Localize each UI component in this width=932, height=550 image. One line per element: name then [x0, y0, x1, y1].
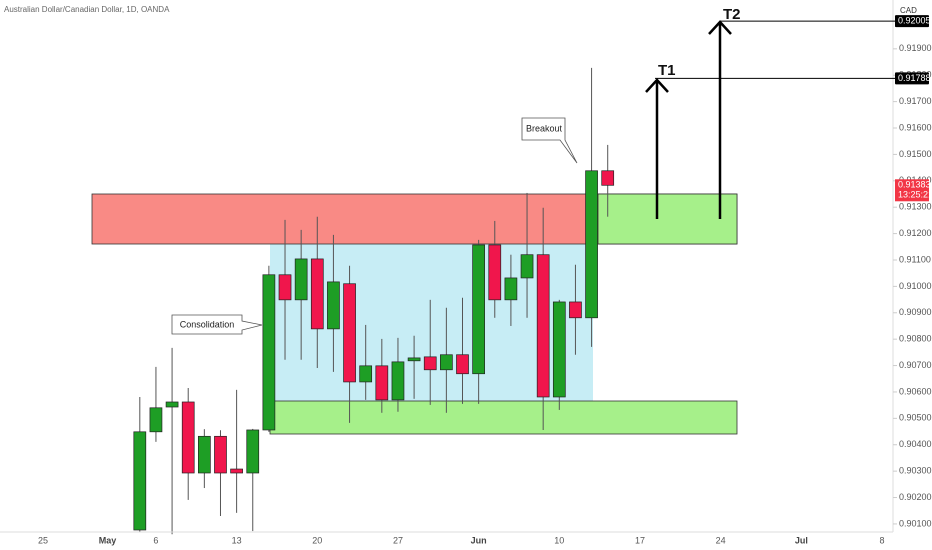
x-tick-label: 24 — [716, 535, 726, 545]
y-tick-label: 0.91200 — [899, 228, 932, 238]
y-tick-label: 0.91100 — [899, 254, 931, 264]
candle-body — [601, 170, 615, 186]
y-tick-label: 0.91900 — [899, 43, 932, 53]
x-tick-label: 20 — [312, 535, 322, 545]
x-tick-label: Jul — [795, 535, 808, 545]
t1-arrow — [645, 78, 669, 219]
breakout-label: Breakout — [526, 123, 563, 133]
target-marker-label: 0.92005 — [898, 15, 931, 25]
y-tick-label: 0.91500 — [899, 149, 932, 159]
x-tick-label: 8 — [879, 535, 884, 545]
x-tick-label: 25 — [38, 535, 48, 545]
t2-arrow — [708, 20, 732, 219]
countdown-label: 13:25:21 — [898, 190, 932, 200]
consolidation-callout — [171, 314, 263, 335]
candle-body — [294, 258, 308, 301]
candles — [133, 67, 615, 535]
y-tick-label: 0.91300 — [899, 202, 932, 212]
x-tick-label: 13 — [232, 535, 242, 545]
candle-body — [456, 354, 469, 375]
last-price-label: 0.91383 — [898, 180, 931, 190]
candle-body — [423, 356, 437, 371]
support-zone — [269, 400, 738, 435]
candle-body — [165, 401, 179, 408]
candle-body — [536, 254, 550, 398]
candle-body — [407, 357, 421, 362]
candle-body — [440, 354, 453, 371]
x-tick-label: 6 — [153, 535, 158, 545]
x-tick-label: 17 — [635, 535, 645, 545]
y-tick-label: 0.90600 — [899, 386, 932, 396]
breakout-callout — [521, 117, 578, 164]
x-tick-label: Jun — [471, 535, 487, 545]
y-tick-label: 0.90400 — [899, 439, 932, 449]
candle-body — [246, 429, 260, 474]
candle-body — [552, 301, 566, 398]
breakout-zone — [597, 193, 738, 245]
t2-label: T2 — [723, 6, 741, 23]
target-marker — [895, 15, 929, 28]
candle-body — [391, 361, 405, 401]
t1-label: T1 — [658, 62, 676, 79]
y-tick-label: 0.90500 — [899, 413, 932, 423]
x-tick-label: May — [99, 535, 117, 545]
x-tick-label: 10 — [554, 535, 564, 545]
candle-body — [375, 365, 389, 401]
y-tick-label: 0.90100 — [899, 518, 932, 528]
candle-body — [310, 258, 324, 330]
candle-body — [262, 274, 276, 431]
candle-body — [214, 435, 227, 474]
candle-body — [133, 431, 147, 531]
y-tick-label: 0.90700 — [899, 360, 932, 370]
candle-body — [585, 170, 598, 319]
candle-body — [520, 254, 534, 279]
consolidation-label: Consolidation — [180, 319, 235, 329]
y-tick-label: 0.90900 — [899, 307, 932, 317]
y-tick-label: 0.90300 — [899, 466, 932, 476]
candle-body — [149, 407, 163, 433]
target-marker-label: 0.91788 — [898, 73, 931, 83]
x-tick-label: 27 — [393, 535, 403, 545]
candle-body — [472, 244, 485, 375]
candle-body — [230, 468, 243, 474]
chart-title: Australian Dollar/Canadian Dollar, 1D, O… — [4, 5, 170, 14]
candle-body — [569, 301, 582, 319]
candle-body — [327, 281, 340, 330]
y-tick-label: 0.91600 — [899, 122, 932, 132]
y-tick-label: 0.90200 — [899, 492, 932, 502]
candle-body — [359, 365, 373, 383]
candle-body — [278, 274, 292, 301]
candle-body — [504, 277, 518, 301]
candle-body — [343, 283, 356, 383]
candle-body — [488, 244, 502, 301]
y-tick-label: 0.91000 — [899, 281, 932, 291]
y-tick-label: 0.90800 — [899, 334, 932, 344]
candle-body — [197, 435, 211, 474]
y-tick-label: 0.91700 — [899, 96, 932, 106]
y-axis-label: CAD — [900, 6, 917, 15]
target-marker — [895, 72, 929, 85]
candle-body — [181, 401, 195, 474]
last-price-marker — [895, 179, 929, 202]
